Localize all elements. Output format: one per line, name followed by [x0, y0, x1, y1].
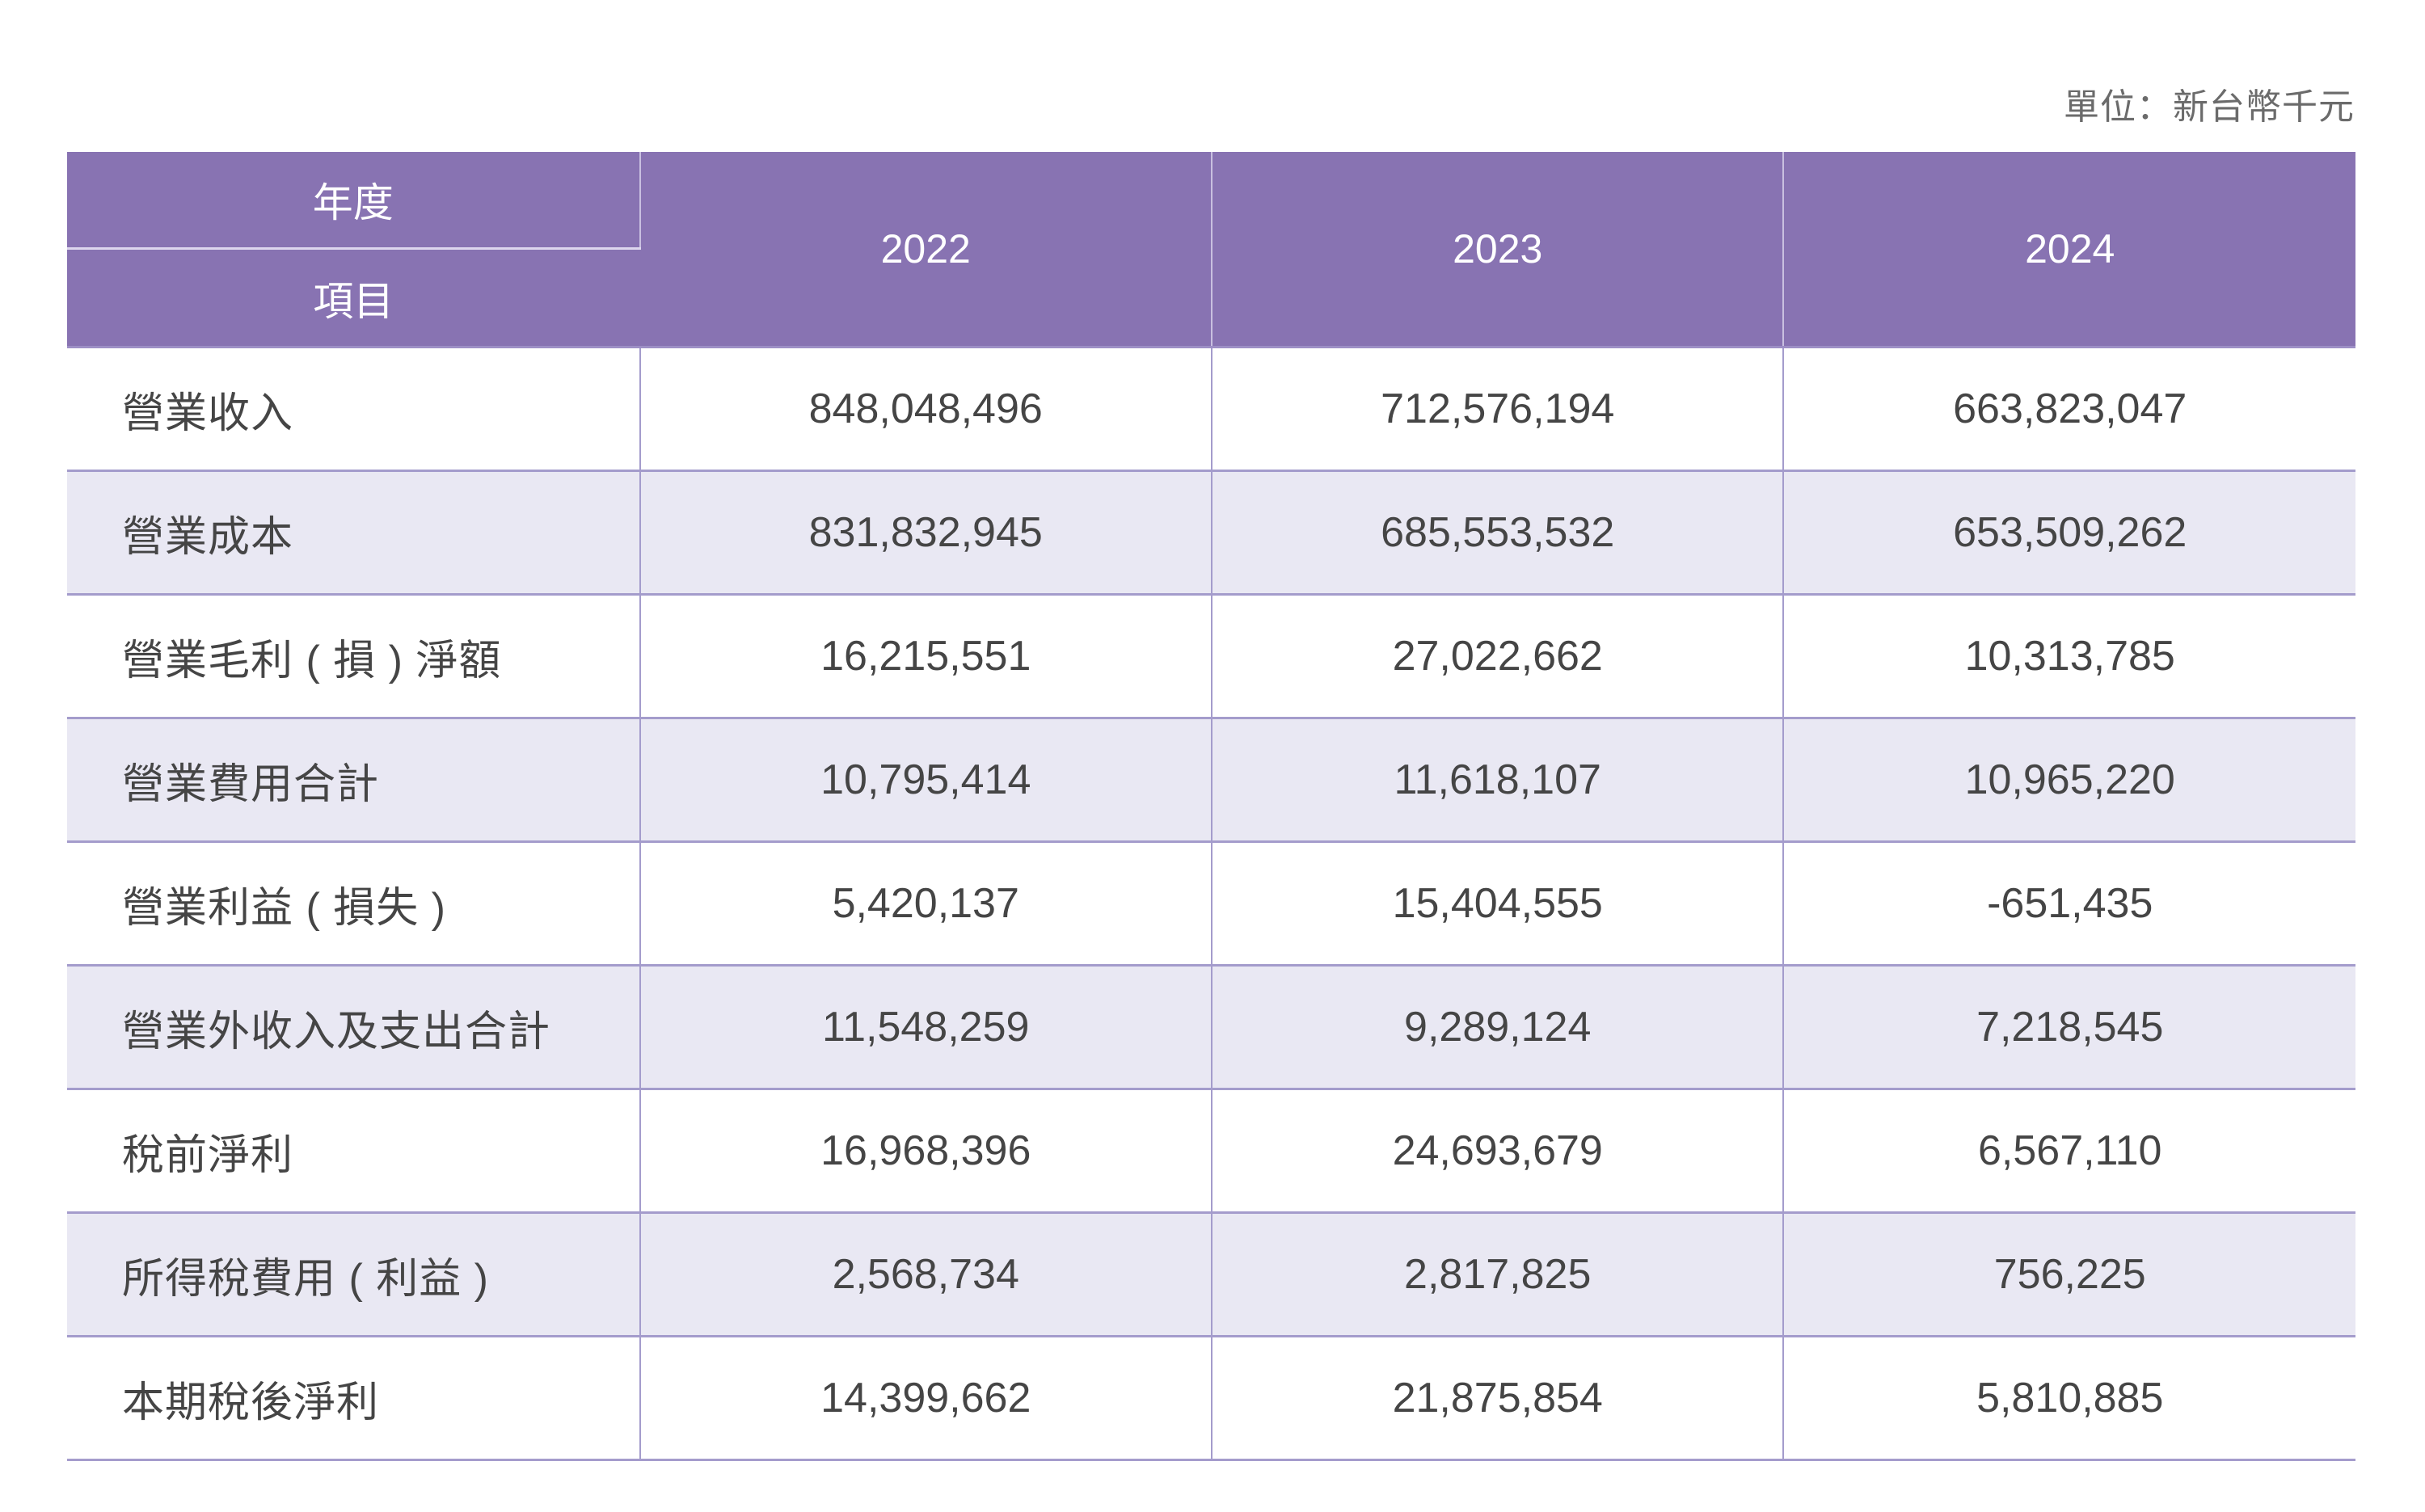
row-value-2022: 16,968,396: [639, 1089, 1212, 1214]
row-value-2023: 24,693,679: [1211, 1089, 1785, 1214]
row-value-2024: 10,965,220: [1783, 718, 2355, 843]
row-value-2023: 9,289,124: [1211, 965, 1785, 1090]
header-year-2022: 2022: [639, 152, 1212, 348]
row-value-2024: 663,823,047: [1783, 347, 2355, 472]
table-row: 營業外收入及支出合計 11,548,259 9,289,124 7,218,545: [67, 965, 2355, 1090]
row-item-label: 所得稅費用 ( 利益 ): [67, 1212, 641, 1337]
table-body: 營業收入 848,048,496 712,576,194 663,823,047 營業成…: [67, 347, 2355, 1461]
row-value-2023: 27,022,662: [1211, 594, 1785, 719]
unit-label: 單位：新台幣千元: [2064, 87, 2355, 127]
row-value-2024: 653,509,262: [1783, 470, 2355, 596]
row-item-label: 營業外收入及支出合計: [67, 965, 641, 1090]
row-value-2024: 10,313,785: [1783, 594, 2355, 719]
row-value-2024: 7,218,545: [1783, 965, 2355, 1090]
table-header: 年度 2022 2023 2024 項目: [67, 152, 2355, 348]
row-item-label: 稅前淨利: [67, 1089, 641, 1214]
row-value-2024: -651,435: [1783, 841, 2355, 967]
table-row: 稅前淨利 16,968,396 24,693,679 6,567,110: [67, 1089, 2355, 1214]
row-value-2024: 5,810,885: [1783, 1336, 2355, 1461]
row-item-label: 營業費用合計: [67, 718, 641, 843]
table-row: 本期稅後淨利 14,399,662 21,875,854 5,810,885: [67, 1336, 2355, 1461]
header-year-label: 年度: [67, 152, 641, 250]
header-item-label: 項目: [67, 248, 640, 348]
table-row: 營業收入 848,048,496 712,576,194 663,823,047: [67, 347, 2355, 472]
table-row: 營業成本 831,832,945 685,553,532 653,509,262: [67, 470, 2355, 596]
row-item-label: 營業利益 ( 損失 ): [67, 841, 641, 967]
table-row: 營業毛利 ( 損 ) 淨額 16,215,551 27,022,662 10,313,…: [67, 594, 2355, 719]
header-year-2023: 2023: [1211, 152, 1785, 348]
row-item-label: 營業成本: [67, 470, 641, 596]
row-value-2022: 2,568,734: [639, 1212, 1212, 1337]
table-row: 營業費用合計 10,795,414 11,618,107 10,965,220: [67, 718, 2355, 843]
row-value-2022: 16,215,551: [639, 594, 1212, 719]
row-value-2023: 2,817,825: [1211, 1212, 1785, 1337]
row-value-2022: 14,399,662: [639, 1336, 1212, 1461]
row-value-2023: 712,576,194: [1211, 347, 1785, 472]
row-value-2022: 5,420,137: [639, 841, 1212, 967]
row-value-2023: 21,875,854: [1211, 1336, 1785, 1461]
row-value-2022: 848,048,496: [639, 347, 1212, 472]
table-row: 營業利益 ( 損失 ) 5,420,137 15,404,555 -651,435: [67, 841, 2355, 967]
row-value-2023: 15,404,555: [1211, 841, 1785, 967]
row-value-2022: 11,548,259: [639, 965, 1212, 1090]
row-item-label: 本期稅後淨利: [67, 1336, 641, 1461]
table-row: 所得稅費用 ( 利益 ) 2,568,734 2,817,825 756,225: [67, 1212, 2355, 1337]
row-value-2024: 756,225: [1783, 1212, 2355, 1337]
financial-summary-table: 年度 2022 2023 2024 項目 營業收入 848,048,496 712,…: [67, 152, 2355, 1461]
header-year-2024: 2024: [1783, 152, 2355, 348]
row-value-2023: 685,553,532: [1211, 470, 1785, 596]
row-value-2022: 831,832,945: [639, 470, 1212, 596]
row-value-2023: 11,618,107: [1211, 718, 1785, 843]
row-value-2024: 6,567,110: [1783, 1089, 2355, 1214]
row-item-label: 營業收入: [67, 347, 641, 472]
row-value-2022: 10,795,414: [639, 718, 1212, 843]
row-item-label: 營業毛利 ( 損 ) 淨額: [67, 594, 641, 719]
